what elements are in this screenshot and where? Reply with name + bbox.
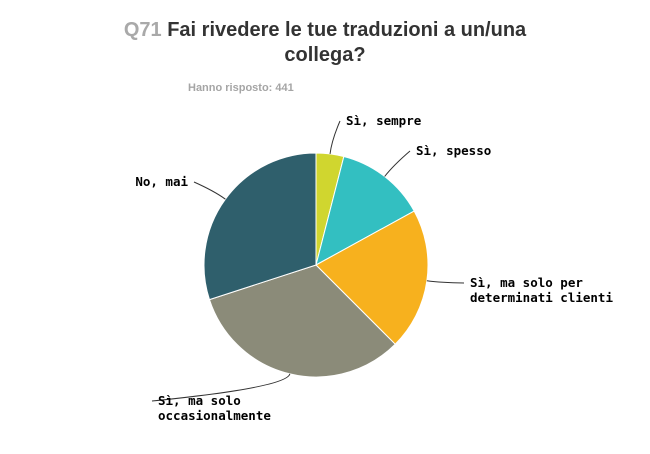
- question-number: Q71: [123, 19, 162, 41]
- chart-title: Q71 Fai rivedere le tue traduzioni a un/…: [100, 18, 550, 68]
- slice-label-5: No, mai: [135, 174, 188, 189]
- slice-label-2: Sì, spesso: [416, 143, 491, 158]
- title-line-2: collega?: [284, 44, 366, 66]
- leader-line-4: [151, 373, 291, 402]
- responses-count: Hanno risposto: 441: [188, 82, 294, 94]
- pie-slice-4: [208, 264, 396, 378]
- leader-line-2: [384, 150, 411, 177]
- slice-label-1: Sì, sempre: [346, 113, 422, 128]
- slice-label-4: Sì, ma solo occasionalmente: [158, 393, 271, 423]
- pie-slice-2: [315, 155, 415, 266]
- title-line-1: Fai rivedere le tue traduzioni a un/una: [167, 19, 527, 41]
- leader-line-1: [329, 120, 341, 154]
- pie-slice-5: [203, 152, 317, 301]
- leader-line-5: [193, 181, 226, 200]
- slice-label-3: Sì, ma solo per determinati clienti: [470, 275, 613, 305]
- leader-line-3: [426, 280, 465, 284]
- pie-slice-3: [315, 210, 429, 345]
